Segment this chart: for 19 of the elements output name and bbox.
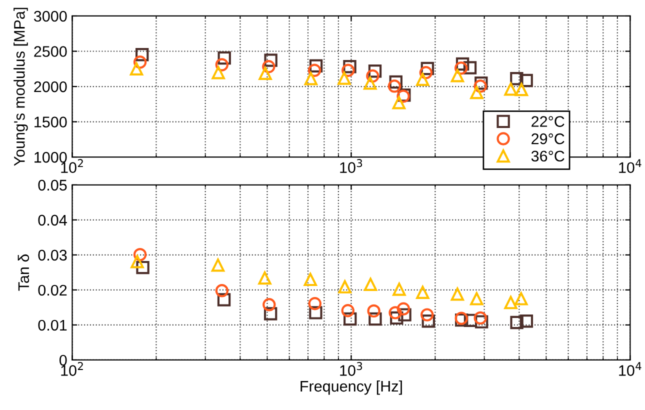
y-axis-title: Tan δ — [18, 254, 30, 291]
legend-label: 36°C — [531, 150, 564, 162]
y-tick-label: 0.01 — [38, 320, 67, 331]
legend-label: 22°C — [532, 116, 564, 127]
x-axis-title: Frequency [Hz] — [300, 380, 402, 395]
y-tick-label: 3000 — [34, 10, 67, 22]
y-tick-label: 0.02 — [38, 284, 67, 296]
x-tick-label: 10$^{3}$ — [340, 159, 362, 173]
x-tick-label: 10$^{3}$ — [340, 362, 362, 376]
y-axis-title: Young's modulus [MPa] — [14, 8, 28, 166]
y-tick-label: 0.05 — [38, 180, 67, 191]
y-tick-label: 2500 — [34, 46, 67, 57]
y-tick-label: 0.04 — [38, 214, 67, 226]
y-tick-label: 0.03 — [38, 250, 67, 261]
y-tick-label: 1500 — [34, 116, 67, 128]
legend-label: 29°C — [532, 133, 564, 144]
y-tick-label: 2000 — [34, 81, 67, 92]
x-tick-label: 10$^{4}$ — [619, 362, 642, 376]
x-tick-label: 10$^{4}$ — [619, 159, 642, 174]
